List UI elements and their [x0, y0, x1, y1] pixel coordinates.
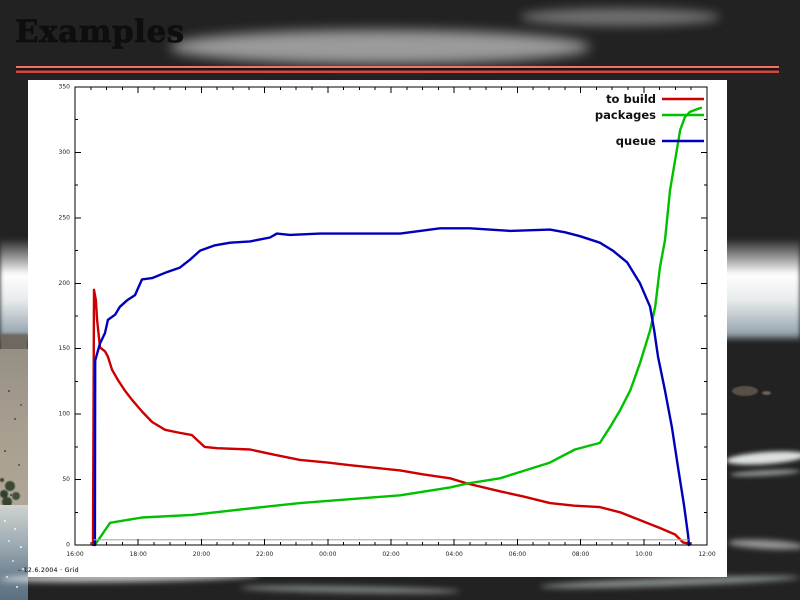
x-tick-label: 08:00 — [572, 551, 589, 558]
seaweed-clumps — [0, 478, 4, 482]
y-tick-label: 150 — [59, 345, 71, 352]
x-tick-label: 20:00 — [193, 551, 210, 558]
y-tick-label: 250 — [59, 214, 71, 221]
beach-sand — [0, 349, 28, 509]
legend-label-queue: queue — [616, 134, 656, 148]
x-tick-label: 06:00 — [509, 551, 526, 558]
wave-foam — [239, 584, 461, 595]
wave-foam — [729, 468, 800, 478]
series-line-queue — [93, 227, 691, 547]
x-tick-label: 04:00 — [446, 551, 463, 558]
chart-svg: 16:00 18:00 20:00 22:00 00:00 02:00 04:00 06:00… — [59, 84, 716, 559]
chart-panel: 16:00 18:00 20:00 22:00 00:00 02:00 04:00 06:00… — [28, 80, 727, 577]
sand-specks — [8, 390, 10, 392]
legend-label-to-build: to build — [606, 92, 656, 106]
plot-border — [74, 86, 708, 546]
y-tick-label: 300 — [59, 149, 71, 156]
distant-island — [732, 386, 758, 396]
water-sparkle — [4, 520, 6, 522]
x-tick-label: 22:00 — [256, 551, 273, 558]
y-tick-label: 200 — [59, 280, 71, 287]
wave-foam — [725, 449, 800, 467]
x-tick-label: 16:00 — [66, 551, 83, 558]
y-tick-label: 0 — [66, 542, 70, 549]
cloud-wisp — [520, 8, 720, 26]
x-tick-label: 18:00 — [130, 551, 147, 558]
slide-title: Examples — [15, 14, 185, 51]
y-tick-label: 50 — [62, 476, 70, 483]
legend-label-packages: packages — [595, 108, 656, 122]
cloud-wisp — [170, 30, 590, 64]
wave-foam — [727, 538, 800, 551]
title-divider-rule — [16, 66, 779, 73]
series-line-packages — [93, 106, 703, 547]
x-tick-label: 00:00 — [319, 551, 336, 558]
series-line-to-build — [91, 288, 692, 547]
footer-note: – 12.6.2004 · Grid — [18, 567, 79, 574]
distant-rock — [762, 391, 771, 395]
y-tick-label: 100 — [59, 411, 71, 418]
y-tick-label: 350 — [59, 84, 71, 91]
x-tick-label: 02:00 — [382, 551, 399, 558]
x-tick-label: 10:00 — [635, 551, 652, 558]
shoreline-dark-band — [0, 334, 28, 351]
x-tick-label: 12:00 — [698, 551, 715, 558]
